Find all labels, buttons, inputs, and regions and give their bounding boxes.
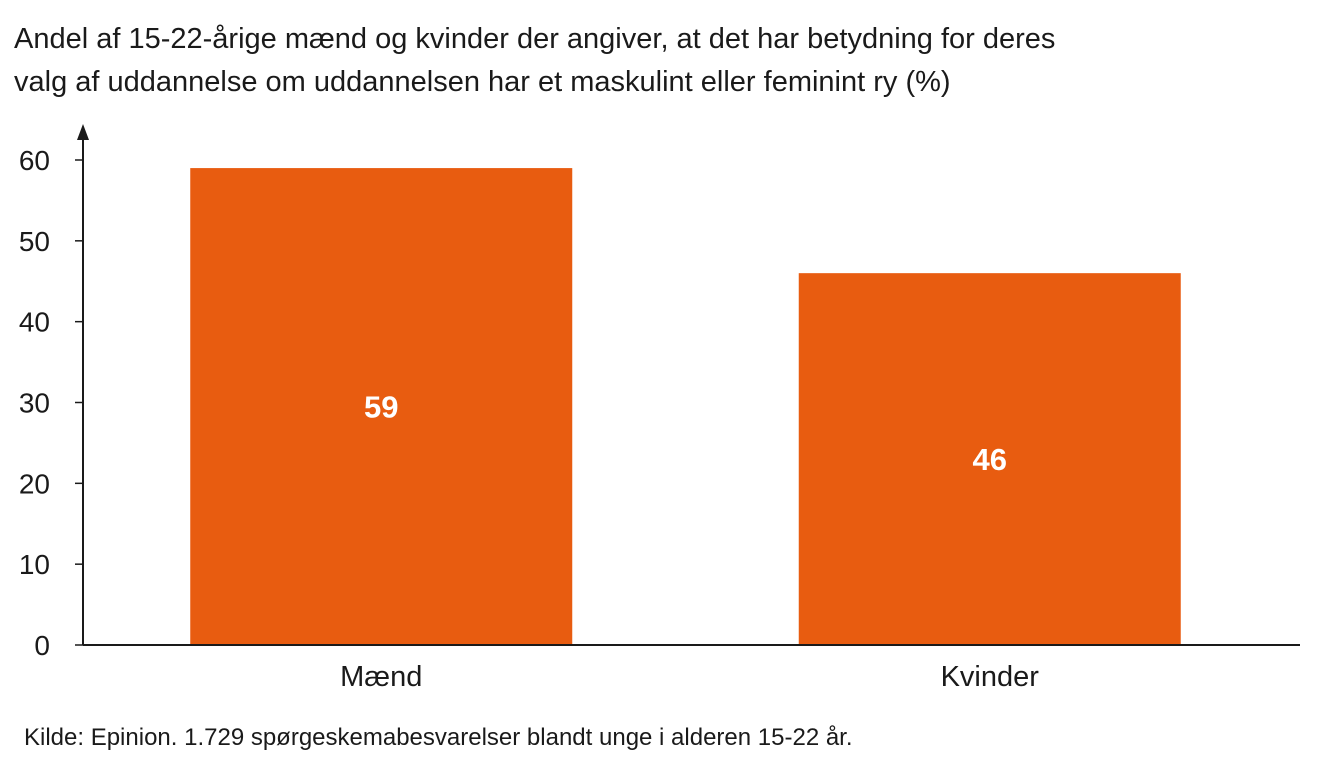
bar-value-label-1: 59	[364, 390, 398, 425]
x-tick-label-2: Kvinder	[941, 661, 1040, 693]
bar-value-label-2: 46	[973, 442, 1007, 477]
chart-title: Andel af 15-22-årige mænd og kvinder der…	[14, 18, 1304, 104]
bars-group	[190, 168, 1181, 646]
chart-title-line-1: Andel af 15-22-årige mænd og kvinder der…	[14, 23, 1056, 55]
y-tick-label-0: 0	[34, 630, 50, 661]
y-tick-label-60: 60	[19, 145, 50, 176]
bar-labels-group: 59 46	[364, 390, 1007, 478]
y-axis: 0 10 20 30 40 50 60	[19, 124, 89, 661]
chart-title-line-2: valg af uddannelse om uddannelsen har et…	[14, 66, 951, 98]
y-tick-label-10: 10	[19, 549, 50, 580]
x-axis: Mænd Kvinder	[83, 644, 1300, 693]
x-tick-label-1: Mænd	[340, 661, 422, 693]
y-axis-arrow-icon	[77, 124, 89, 140]
y-tick-label-40: 40	[19, 307, 50, 338]
source-note: Kilde: Epinion. 1.729 spørgeskemabesvare…	[24, 724, 853, 751]
bar-2	[798, 273, 1181, 645]
y-tick-label-50: 50	[19, 226, 50, 257]
y-tick-label-30: 30	[19, 388, 50, 419]
y-tick-label-20: 20	[19, 468, 50, 499]
bar-chart: 59 46 0 10 20 30 40 50 60 Mænd Kvinder	[19, 124, 1300, 693]
bar-1	[190, 168, 573, 646]
